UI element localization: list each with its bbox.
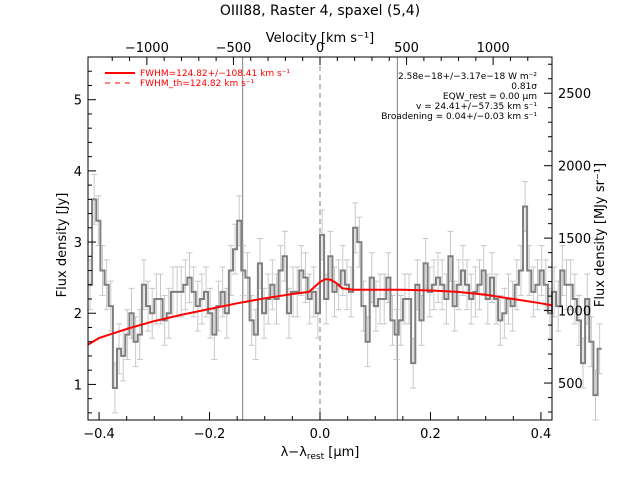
x-axis-label: λ−λrest [μm] bbox=[281, 445, 360, 462]
annotation-3: v = 24.41+/−57.35 km s⁻¹ bbox=[416, 102, 537, 112]
x-tick-label-3: 0.2 bbox=[420, 427, 441, 442]
right-tick-label-3: 2000 bbox=[558, 160, 591, 175]
fit-curve bbox=[87, 278, 553, 346]
annotation-1: 0.81σ bbox=[511, 82, 537, 92]
y-tick-label-2: 3 bbox=[74, 236, 82, 251]
right-axis-label: Flux density [MJy sr⁻¹] bbox=[593, 163, 608, 307]
velocity-tick-label-2: 0 bbox=[316, 41, 324, 56]
y-tick-label-4: 5 bbox=[74, 94, 82, 109]
axes: −0.4 −0.2 0.0 0.2 0.4 −1000 −500 0 500 1000 1 2 3 4 5 5… bbox=[74, 41, 591, 442]
velocity-axis-label: Velocity [km s⁻¹] bbox=[266, 31, 374, 46]
title-layer: OIII88, Raster 4, spaxel (5,4) Velocity … bbox=[220, 3, 420, 46]
annotation-4: Broadening = 0.04+/−0.03 km s⁻¹ bbox=[381, 112, 537, 122]
spectrum-line bbox=[88, 198, 602, 397]
x-tick-label-1: −0.2 bbox=[194, 427, 226, 442]
legend: FWHM=124.82+/−108.41 km s⁻¹FWHM_th=124.8… bbox=[105, 69, 290, 89]
x-tick-label-2: 0.0 bbox=[310, 427, 331, 442]
right-tick-label-0: 500 bbox=[558, 377, 583, 392]
x-tick-label-0: −0.4 bbox=[83, 427, 115, 442]
y-tick-label-1: 2 bbox=[74, 307, 82, 322]
legend-label-0: FWHM=124.82+/−108.41 km s⁻¹ bbox=[140, 69, 290, 79]
annotation-2: EQW_rest = 0.00 μm bbox=[443, 92, 537, 102]
right-tick-label-4: 2500 bbox=[558, 87, 591, 102]
legend-label-1: FWHM_th=124.82 km s⁻¹ bbox=[140, 79, 255, 89]
y-axis-label: Flux density [Jy] bbox=[55, 193, 70, 298]
velocity-tick-label-4: 1000 bbox=[477, 41, 510, 56]
x-tick-label-4: 0.4 bbox=[531, 427, 552, 442]
y-tick-label-3: 4 bbox=[74, 165, 82, 180]
velocity-tick-label-1: −500 bbox=[216, 41, 252, 56]
fit-layer bbox=[87, 278, 553, 346]
y-tick-label-0: 1 bbox=[74, 378, 82, 393]
error-bars bbox=[87, 173, 603, 421]
right-tick-label-1: 1000 bbox=[558, 305, 591, 320]
spectrum-layer bbox=[88, 198, 602, 397]
right-tick-label-2: 1500 bbox=[558, 232, 591, 247]
velocity-tick-label-0: −1000 bbox=[125, 41, 169, 56]
chart-title: OIII88, Raster 4, spaxel (5,4) bbox=[220, 3, 420, 19]
axis-labels: λ−λrest [μm] Flux density [Jy] Flux dens… bbox=[55, 163, 608, 462]
velocity-tick-label-3: 500 bbox=[394, 41, 419, 56]
annotation-0: 2.58e−18+/−3.17e−18 W m⁻² bbox=[398, 72, 537, 82]
